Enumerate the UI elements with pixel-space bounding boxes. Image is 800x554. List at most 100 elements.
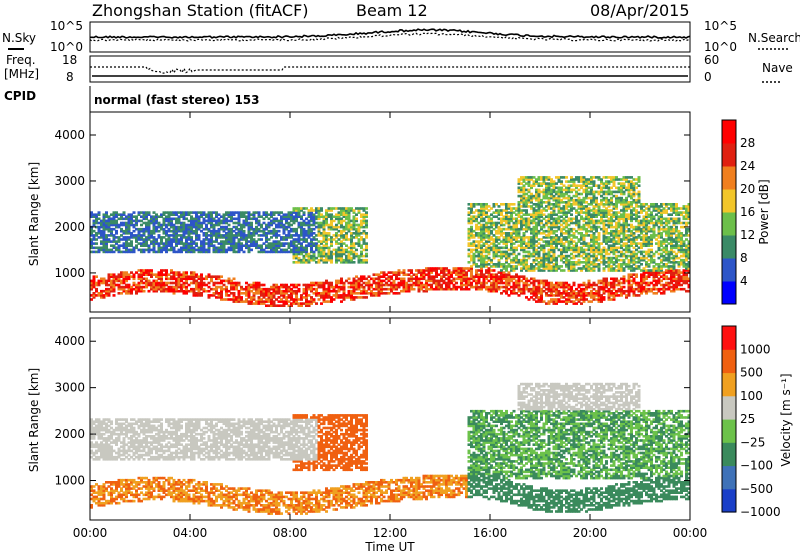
- heatmap-cell: [490, 213, 493, 216]
- nave-tick-bottom: 0: [704, 70, 712, 84]
- heatmap-cell: [290, 304, 293, 307]
- heatmap-cell: [470, 217, 473, 221]
- heatmap-cell: [445, 287, 448, 291]
- heatmap-cell: [112, 219, 116, 223]
- heatmap-cell: [520, 176, 523, 179]
- heatmap-cell: [110, 217, 113, 221]
- heatmap-cell: [492, 281, 496, 285]
- heatmap-cell: [335, 217, 338, 221]
- heatmap-cell: [220, 236, 223, 239]
- heatmap-cell: [440, 271, 443, 274]
- heatmap-cell: [170, 221, 173, 225]
- heatmap-cell: [347, 238, 351, 241]
- heatmap-cell: [157, 223, 161, 227]
- heatmap-cell: [222, 244, 226, 247]
- heatmap-cell: [317, 292, 321, 295]
- heatmap-cell: [220, 242, 223, 245]
- heatmap-cell: [467, 232, 471, 235]
- heatmap-cell: [512, 289, 516, 293]
- heatmap-cell: [532, 254, 536, 258]
- heatmap-cell: [517, 229, 521, 233]
- heatmap-cell: [135, 223, 138, 227]
- heatmap-cell: [290, 292, 293, 295]
- heatmap-cell: [192, 221, 196, 225]
- heatmap-cell: [165, 240, 168, 243]
- heatmap-cell: [502, 240, 506, 243]
- heatmap-cell: [382, 275, 386, 278]
- heatmap-cell: [127, 287, 131, 291]
- heatmap-cell: [257, 298, 261, 301]
- heatmap-cell: [295, 250, 298, 254]
- heatmap-cell: [285, 221, 288, 225]
- heatmap-cell: [115, 240, 118, 243]
- heatmap-cell: [127, 229, 131, 233]
- heatmap-cell: [140, 279, 143, 283]
- heatmap-cell: [485, 240, 488, 243]
- heatmap-cell: [282, 294, 286, 297]
- heatmap-cell: [312, 254, 316, 258]
- heatmap-cell: [92, 246, 96, 250]
- heatmap-cell: [507, 283, 511, 287]
- heatmap-cell: [362, 225, 366, 229]
- heatmap-cell: [547, 229, 551, 233]
- heatmap-cell: [502, 289, 506, 293]
- heatmap-cell: [252, 281, 256, 285]
- heatmap-cell: [317, 298, 321, 301]
- heatmap-cell: [525, 225, 528, 229]
- heatmap-cell: [280, 242, 283, 245]
- heatmap-cell: [170, 219, 173, 223]
- heatmap-cell: [270, 296, 273, 299]
- heatmap-cell: [317, 215, 321, 218]
- heatmap-cell: [175, 238, 178, 241]
- heatmap-cell: [152, 285, 156, 289]
- heatmap-cell: [137, 285, 141, 289]
- heatmap-cell: [500, 292, 503, 295]
- heatmap-cell: [362, 209, 366, 212]
- heatmap-cell: [165, 232, 168, 235]
- heatmap-cell: [357, 285, 361, 289]
- heatmap-cell: [370, 289, 373, 293]
- heatmap-cell: [330, 213, 333, 216]
- heatmap-cell: [527, 283, 531, 287]
- heatmap-cell: [312, 238, 316, 241]
- heatmap-cell: [282, 304, 286, 307]
- heatmap-cell: [340, 240, 343, 243]
- heatmap-cell: [300, 209, 303, 212]
- heatmap-cell: [345, 225, 348, 229]
- heatmap-cell: [542, 269, 546, 272]
- heatmap-cell: [285, 302, 288, 305]
- heatmap-cell: [200, 246, 203, 250]
- heatmap-cell: [535, 234, 538, 237]
- heatmap-cell: [467, 242, 471, 245]
- heatmap-cell: [190, 215, 193, 218]
- heatmap-cell: [92, 250, 96, 254]
- heatmap-cell: [232, 234, 236, 237]
- heatmap-cell: [532, 219, 536, 223]
- heatmap-cell: [230, 287, 233, 291]
- heatmap-cell: [487, 252, 491, 256]
- heatmap-cell: [112, 281, 116, 285]
- heatmap-cell: [100, 292, 103, 295]
- heatmap-cell: [342, 213, 346, 216]
- heatmap-cell: [305, 232, 308, 235]
- heatmap-cell: [470, 258, 473, 262]
- heatmap-cell: [340, 242, 343, 245]
- heatmap-cell: [300, 248, 303, 252]
- heatmap-cell: [352, 223, 356, 227]
- heatmap-cell: [522, 178, 526, 181]
- heatmap-cell: [477, 234, 481, 237]
- heatmap-cell: [325, 296, 328, 299]
- heatmap-cell: [187, 225, 191, 229]
- heatmap-cell: [307, 294, 311, 297]
- heatmap-cell: [532, 267, 536, 270]
- heatmap-cell: [270, 242, 273, 245]
- heatmap-cell: [255, 221, 258, 225]
- heatmap-cell: [345, 248, 348, 252]
- heatmap-cell: [90, 211, 93, 214]
- heatmap-cell: [327, 238, 331, 241]
- heatmap-cell: [272, 248, 276, 252]
- heatmap-cell: [180, 240, 183, 243]
- heatmap-cell: [317, 223, 321, 227]
- heatmap-cell: [502, 263, 506, 266]
- heatmap-cell: [545, 287, 548, 291]
